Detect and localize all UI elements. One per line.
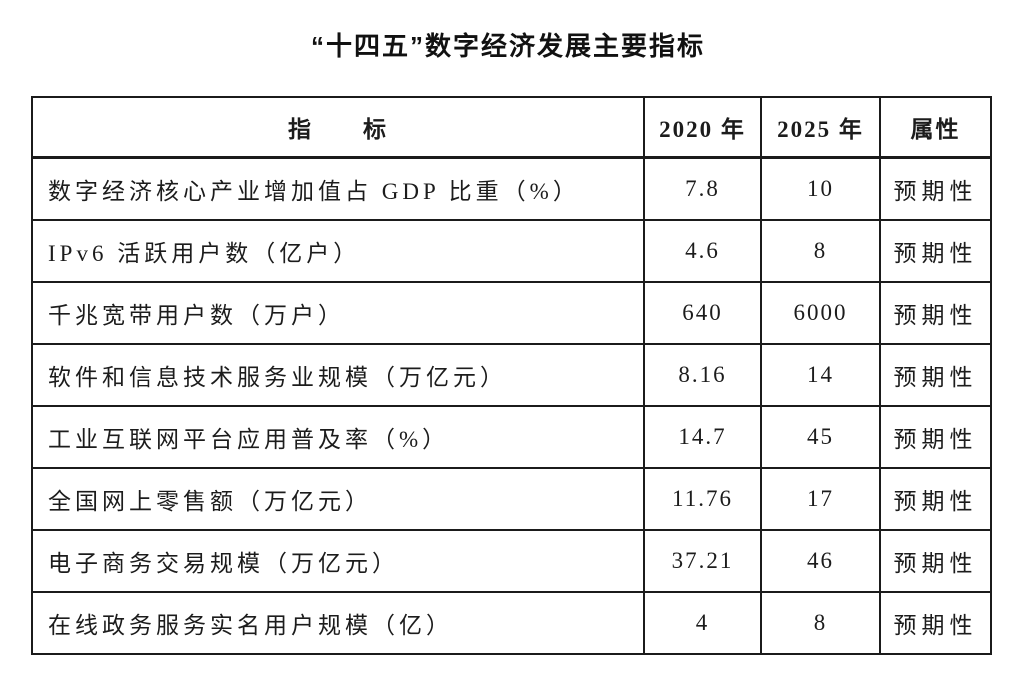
table-row: 数字经济核心产业增加值占 GDP 比重（%） 7.8 10 预期性: [31, 156, 992, 221]
table-row: 全国网上零售额（万亿元） 11.76 17 预期性: [31, 467, 992, 531]
attribute-cell: 预期性: [879, 405, 992, 469]
indicator-cell: IPv6 活跃用户数（亿户）: [31, 219, 645, 283]
indicator-cell: 软件和信息技术服务业规模（万亿元）: [31, 343, 645, 407]
value-2020-cell: 7.8: [643, 156, 762, 221]
header-row: 指 标 2020 年 2025 年 属性: [31, 96, 992, 159]
indicator-cell: 千兆宽带用户数（万户）: [31, 281, 645, 345]
attribute-cell: 预期性: [879, 591, 992, 655]
indicator-cell: 全国网上零售额（万亿元）: [31, 467, 645, 531]
attribute-cell: 预期性: [879, 219, 992, 283]
value-2025-cell: 14: [760, 343, 881, 407]
column-header-attribute: 属性: [879, 96, 992, 159]
column-header-indicator: 指 标: [31, 96, 645, 159]
table-row: 电子商务交易规模（万亿元） 37.21 46 预期性: [31, 529, 992, 593]
value-2025-cell: 17: [760, 467, 881, 531]
indicator-cell: 电子商务交易规模（万亿元）: [31, 529, 645, 593]
table-row: 千兆宽带用户数（万户） 640 6000 预期性: [31, 281, 992, 345]
indicator-cell: 工业互联网平台应用普及率（%）: [31, 405, 645, 469]
page-title: “十四五”数字经济发展主要指标: [310, 31, 705, 61]
value-2020-cell: 4.6: [643, 219, 762, 283]
value-2025-cell: 45: [760, 405, 881, 469]
attribute-cell: 预期性: [879, 156, 992, 221]
table-row: 在线政务服务实名用户规模（亿） 4 8 预期性: [31, 591, 992, 655]
attribute-cell: 预期性: [879, 343, 992, 407]
value-2020-cell: 11.76: [643, 467, 762, 531]
column-header-2025: 2025 年: [760, 96, 881, 159]
attribute-cell: 预期性: [879, 529, 992, 593]
value-2020-cell: 14.7: [643, 405, 762, 469]
indicator-cell: 数字经济核心产业增加值占 GDP 比重（%）: [31, 156, 645, 221]
value-2025-cell: 6000: [760, 281, 881, 345]
attribute-cell: 预期性: [879, 467, 992, 531]
value-2025-cell: 10: [760, 156, 881, 221]
table-row: IPv6 活跃用户数（亿户） 4.6 8 预期性: [31, 219, 992, 283]
value-2020-cell: 8.16: [643, 343, 762, 407]
indicator-cell: 在线政务服务实名用户规模（亿）: [31, 591, 645, 655]
indicators-table: 指 标 2020 年 2025 年 属性 数字经济核心产业增加值占 GDP 比重…: [31, 96, 992, 655]
value-2025-cell: 46: [760, 529, 881, 593]
value-2025-cell: 8: [760, 219, 881, 283]
table-row: 软件和信息技术服务业规模（万亿元） 8.16 14 预期性: [31, 343, 992, 407]
value-2020-cell: 640: [643, 281, 762, 345]
value-2025-cell: 8: [760, 591, 881, 655]
value-2020-cell: 37.21: [643, 529, 762, 593]
value-2020-cell: 4: [643, 591, 762, 655]
attribute-cell: 预期性: [879, 281, 992, 345]
table-row: 工业互联网平台应用普及率（%） 14.7 45 预期性: [31, 405, 992, 469]
column-header-2020: 2020 年: [643, 96, 762, 159]
